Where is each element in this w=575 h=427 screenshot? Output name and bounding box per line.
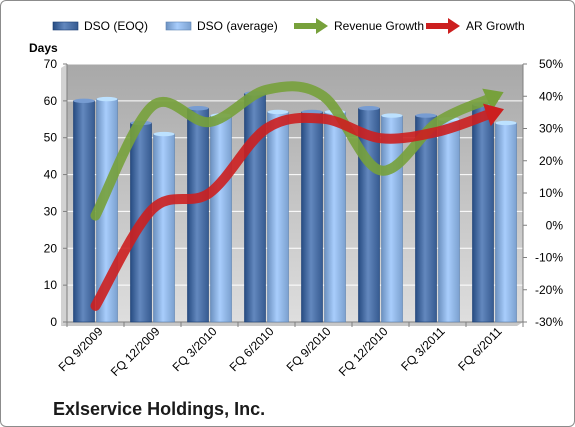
left-tick-label: 40	[44, 168, 58, 182]
x-tick-label: FQ 12/2009	[108, 324, 163, 379]
bar	[267, 111, 289, 323]
left-tick-label: 70	[44, 57, 58, 71]
left-tick-label: 50	[44, 131, 58, 145]
plot-side-wall	[61, 64, 67, 326]
legend-label: Revenue Growth	[334, 19, 424, 33]
plot-floor	[61, 322, 523, 326]
left-tick-label: 60	[44, 94, 58, 108]
left-tick-label: 0	[50, 315, 57, 329]
x-tick-label: FQ 3/2010	[170, 324, 220, 374]
bar-top	[73, 98, 95, 104]
x-tick-label: FQ 9/2010	[284, 324, 334, 374]
x-tick-label: FQ 3/2011	[398, 324, 448, 374]
bar	[495, 122, 517, 323]
legend-label: AR Growth	[466, 19, 525, 33]
right-tick-label: -20%	[535, 283, 563, 297]
x-tick-label: FQ 6/2011	[455, 324, 505, 374]
bar	[73, 100, 95, 323]
y-axis-title: Days	[29, 41, 58, 55]
bar-top	[358, 106, 380, 111]
bar	[153, 133, 175, 323]
legend-arrowhead	[316, 18, 328, 34]
x-tick-label: FQ 12/2010	[336, 324, 391, 379]
bar-top	[381, 113, 403, 118]
right-tick-label: 50%	[539, 57, 563, 71]
right-tick-label: 0%	[546, 218, 564, 232]
legend-swatch	[165, 21, 192, 31]
bar-top	[187, 106, 209, 111]
legend-arrowhead	[448, 18, 460, 34]
right-tick-label: 20%	[539, 154, 563, 168]
bar-top	[267, 109, 289, 115]
series-arrowhead	[482, 88, 504, 111]
right-tick-label: -30%	[535, 315, 563, 329]
bar-top	[495, 120, 517, 126]
legend-label: DSO (EOQ)	[84, 19, 148, 33]
bar	[381, 115, 403, 323]
company-name: Exlservice Holdings, Inc.	[53, 399, 266, 419]
right-tick-label: -10%	[535, 251, 563, 265]
bar	[472, 104, 494, 323]
x-tick-label: FQ 6/2010	[227, 324, 277, 374]
bar	[301, 111, 323, 323]
bar	[324, 111, 346, 323]
legend-swatch	[52, 21, 79, 31]
legend-label: DSO (average)	[197, 19, 278, 33]
right-tick-label: 10%	[539, 186, 563, 200]
bar	[210, 115, 232, 323]
bar-top	[153, 131, 175, 137]
series-arrowhead	[483, 103, 504, 127]
right-tick-label: 30%	[539, 122, 563, 136]
bar	[187, 107, 209, 323]
x-tick-label: FQ 9/2009	[56, 324, 106, 374]
right-tick-label: 40%	[539, 89, 563, 103]
bar	[438, 118, 460, 323]
bar-top	[415, 113, 437, 118]
left-tick-label: 10	[44, 278, 58, 292]
bar-top	[96, 96, 118, 102]
left-tick-label: 20	[44, 241, 58, 255]
left-tick-label: 30	[44, 204, 58, 218]
